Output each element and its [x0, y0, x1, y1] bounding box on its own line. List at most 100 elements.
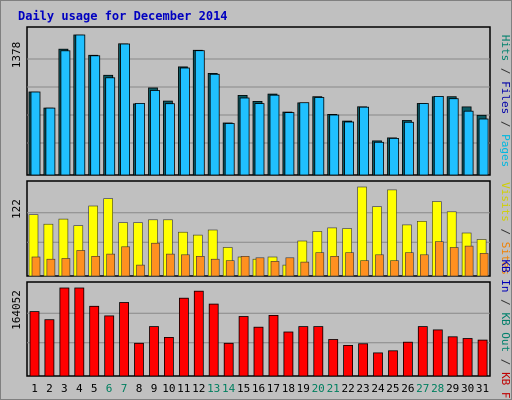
bar-sites-22 — [345, 252, 354, 277]
x-tick-label-10: 10 — [162, 382, 175, 395]
bar-kbf-7 — [119, 302, 129, 377]
bar-files-12 — [194, 50, 205, 176]
bar-kbf-20 — [313, 326, 324, 377]
legend-item-bottom-0: KB In — [499, 259, 512, 292]
bar-kbf-8 — [134, 342, 144, 377]
bar-sites-29 — [449, 247, 459, 277]
bar-sites-23 — [360, 260, 369, 277]
bar-sites-31 — [479, 253, 489, 277]
bar-kbf-28 — [432, 329, 443, 377]
bar-sites-27 — [419, 254, 429, 277]
bar-sites-18 — [285, 257, 295, 277]
x-tick-label-16: 16 — [252, 382, 265, 395]
bar-sites-25 — [390, 260, 399, 277]
legend-panel-top: Hits / Files / Pages — [499, 35, 512, 168]
bar-sites-17 — [270, 261, 280, 277]
bar-sites-30 — [464, 245, 474, 277]
legend-item-middle-1: / — [499, 222, 512, 242]
bar-files-6 — [105, 77, 116, 176]
bar-files-14 — [224, 123, 235, 176]
x-tick-label-25: 25 — [386, 382, 399, 395]
bar-kbf-14 — [223, 342, 234, 377]
legend-item-middle-0: Visits — [499, 182, 512, 222]
bar-files-15 — [239, 97, 250, 176]
legend-item-top-2: Files — [499, 81, 512, 114]
x-tick-label-4: 4 — [76, 382, 83, 395]
legend-item-top-3: / — [499, 114, 512, 134]
bar-sites-14 — [225, 260, 235, 277]
bar-kbf-22 — [343, 344, 354, 377]
bar-kbf-16 — [253, 326, 264, 377]
bar-files-21 — [329, 114, 340, 176]
x-tick-label-27: 27 — [416, 382, 429, 395]
x-tick-label-22: 22 — [341, 382, 354, 395]
x-tick-label-8: 8 — [136, 382, 143, 395]
chart-marks — [27, 34, 490, 377]
bar-files-7 — [120, 43, 130, 176]
bar-kbf-10 — [163, 336, 174, 377]
x-tick-label-20: 20 — [312, 382, 325, 395]
bar-kbf-29 — [447, 336, 458, 377]
chart-title: Daily usage for December 2014 — [18, 9, 228, 23]
x-tick-label-30: 30 — [461, 382, 474, 395]
bar-files-30 — [463, 110, 474, 176]
bar-kbf-1 — [29, 311, 40, 377]
x-tick-label-7: 7 — [121, 382, 128, 395]
bar-sites-16 — [255, 257, 265, 277]
bar-kbf-15 — [238, 316, 249, 377]
bar-sites-5 — [91, 255, 100, 277]
bar-kbf-26 — [402, 341, 413, 377]
x-tick-label-21: 21 — [327, 382, 340, 395]
bar-files-25 — [389, 137, 399, 176]
bar-files-29 — [448, 98, 459, 176]
x-tick-label-15: 15 — [237, 382, 250, 395]
legend-item-bottom-1: / — [499, 293, 512, 313]
x-tick-label-9: 9 — [151, 382, 158, 395]
x-tick-label-14: 14 — [222, 382, 236, 395]
bar-sites-3 — [61, 258, 71, 277]
bar-sites-15 — [240, 255, 250, 277]
bar-files-13 — [209, 73, 220, 176]
legend-item-bottom-2: KB Out — [499, 312, 512, 352]
legend-item-bottom-3: / — [499, 352, 512, 372]
bar-kbf-17 — [268, 314, 279, 377]
bar-kbf-6 — [104, 315, 115, 377]
bar-files-8 — [135, 103, 145, 176]
bar-kbf-21 — [328, 339, 339, 377]
bar-kbf-30 — [462, 338, 473, 377]
x-tick-label-31: 31 — [476, 382, 489, 395]
bar-kbf-11 — [178, 297, 189, 377]
bar-files-27 — [418, 103, 429, 176]
bar-kbf-9 — [149, 326, 159, 377]
bar-sites-7 — [121, 246, 130, 277]
bar-files-3 — [60, 50, 71, 176]
bar-files-11 — [179, 67, 190, 176]
legend-item-top-1: / — [499, 61, 512, 81]
x-tick-label-29: 29 — [446, 382, 459, 395]
x-tick-label-23: 23 — [356, 382, 369, 395]
bar-files-23 — [359, 106, 370, 176]
bar-files-19 — [299, 102, 310, 176]
x-tick-label-18: 18 — [282, 382, 295, 395]
bar-files-9 — [150, 90, 160, 176]
bar-files-31 — [478, 118, 489, 176]
y-max-label-middle: 122 — [10, 199, 23, 219]
legend-item-bottom-4: KB F — [499, 372, 512, 399]
bar-sites-2 — [46, 258, 56, 277]
legend-item-top-4: Pages — [499, 134, 512, 167]
legend-panel-middle: Visits / Sites — [499, 182, 512, 275]
bar-kbf-4 — [74, 287, 85, 377]
y-max-label-top: 1378 — [10, 42, 23, 69]
bar-kbf-12 — [193, 290, 204, 377]
bar-sites-4 — [76, 250, 86, 277]
x-tick-label-28: 28 — [431, 382, 444, 395]
bar-kbf-24 — [373, 352, 383, 377]
x-tick-label-1: 1 — [31, 382, 38, 395]
x-axis-labels: 1 2 3 4 5 6 7 8 9 10 11 12 13 14 15 16 17 18 19 20 21 22 23 24 2… — [31, 382, 489, 395]
bar-sites-12 — [196, 255, 205, 277]
x-tick-label-12: 12 — [192, 382, 205, 395]
bar-sites-19 — [300, 261, 310, 277]
x-tick-label-13: 13 — [207, 382, 220, 395]
